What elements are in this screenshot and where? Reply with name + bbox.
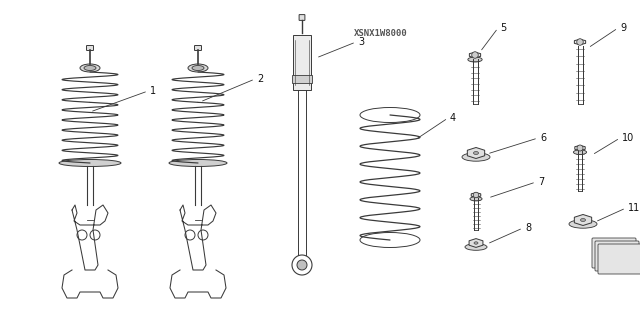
Ellipse shape: [169, 160, 227, 167]
Ellipse shape: [468, 57, 482, 62]
Text: 6: 6: [540, 133, 546, 143]
Polygon shape: [575, 145, 585, 151]
Text: XSNX1W8000: XSNX1W8000: [354, 29, 408, 38]
Ellipse shape: [465, 244, 487, 250]
Circle shape: [90, 230, 100, 240]
FancyBboxPatch shape: [86, 46, 93, 50]
Circle shape: [297, 260, 307, 270]
Circle shape: [473, 192, 479, 198]
Text: 11: 11: [628, 203, 640, 213]
Polygon shape: [469, 52, 481, 58]
Ellipse shape: [573, 150, 587, 154]
Text: 7: 7: [538, 177, 544, 187]
FancyBboxPatch shape: [299, 15, 305, 20]
Polygon shape: [467, 147, 484, 159]
Text: 4: 4: [450, 113, 456, 123]
Polygon shape: [574, 214, 591, 226]
Ellipse shape: [84, 65, 96, 70]
Ellipse shape: [474, 152, 479, 154]
Circle shape: [292, 255, 312, 275]
Ellipse shape: [462, 153, 490, 161]
Text: 8: 8: [525, 223, 531, 233]
Ellipse shape: [580, 219, 586, 221]
Text: 1: 1: [150, 86, 156, 96]
Ellipse shape: [474, 242, 478, 244]
Text: 9: 9: [620, 23, 626, 33]
Bar: [293, 35, 311, 90]
Circle shape: [77, 230, 87, 240]
Text: 10: 10: [622, 133, 634, 143]
Circle shape: [198, 230, 208, 240]
Circle shape: [577, 39, 583, 45]
Polygon shape: [471, 193, 481, 197]
Circle shape: [185, 230, 195, 240]
FancyBboxPatch shape: [598, 244, 640, 274]
Ellipse shape: [59, 160, 121, 167]
Circle shape: [472, 52, 478, 58]
Ellipse shape: [569, 220, 597, 228]
Circle shape: [577, 145, 583, 151]
Ellipse shape: [470, 197, 482, 201]
FancyBboxPatch shape: [592, 238, 636, 268]
Text: 5: 5: [500, 23, 506, 33]
Polygon shape: [469, 239, 483, 248]
Text: 2: 2: [257, 74, 263, 84]
Polygon shape: [574, 39, 586, 45]
Ellipse shape: [192, 65, 204, 70]
Ellipse shape: [80, 64, 100, 72]
Bar: [292, 75, 312, 83]
Text: 3: 3: [358, 37, 364, 47]
Ellipse shape: [188, 64, 208, 72]
FancyBboxPatch shape: [195, 46, 202, 50]
FancyBboxPatch shape: [595, 241, 639, 271]
